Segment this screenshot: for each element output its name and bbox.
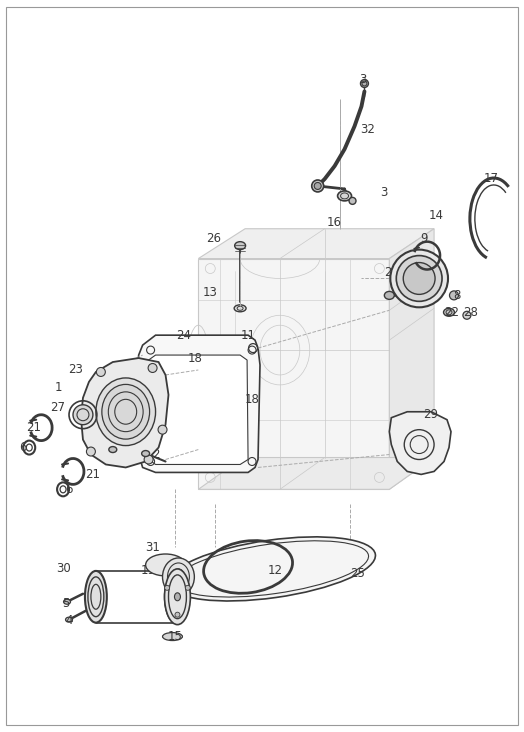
Text: 7: 7 bbox=[174, 580, 182, 594]
Text: 10: 10 bbox=[108, 441, 123, 454]
Ellipse shape bbox=[73, 405, 93, 425]
Text: 16: 16 bbox=[327, 216, 342, 229]
Ellipse shape bbox=[168, 537, 376, 601]
Ellipse shape bbox=[162, 558, 194, 596]
Ellipse shape bbox=[463, 311, 471, 319]
Polygon shape bbox=[199, 258, 389, 490]
Text: 3: 3 bbox=[359, 73, 366, 86]
Text: 20: 20 bbox=[384, 266, 399, 279]
Polygon shape bbox=[199, 458, 434, 490]
Text: 19: 19 bbox=[141, 564, 156, 578]
Ellipse shape bbox=[141, 451, 149, 457]
Ellipse shape bbox=[109, 447, 117, 452]
Ellipse shape bbox=[396, 255, 442, 302]
Ellipse shape bbox=[144, 455, 153, 464]
Text: 24: 24 bbox=[176, 329, 191, 342]
Text: 28: 28 bbox=[463, 306, 478, 319]
Text: 26: 26 bbox=[206, 232, 221, 245]
Polygon shape bbox=[389, 228, 434, 490]
Text: 30: 30 bbox=[56, 562, 70, 575]
Ellipse shape bbox=[148, 364, 157, 373]
Text: 4: 4 bbox=[66, 614, 73, 627]
Ellipse shape bbox=[235, 242, 246, 250]
Ellipse shape bbox=[175, 612, 180, 617]
Text: 13: 13 bbox=[203, 286, 217, 299]
Ellipse shape bbox=[102, 384, 149, 439]
Ellipse shape bbox=[403, 290, 412, 297]
Ellipse shape bbox=[165, 586, 170, 590]
Ellipse shape bbox=[443, 308, 454, 316]
Text: 15: 15 bbox=[168, 630, 183, 643]
Ellipse shape bbox=[174, 593, 180, 601]
Ellipse shape bbox=[362, 81, 367, 86]
Ellipse shape bbox=[390, 250, 448, 307]
Text: 9: 9 bbox=[420, 232, 428, 245]
Text: 29: 29 bbox=[423, 408, 439, 421]
Polygon shape bbox=[147, 355, 248, 465]
Ellipse shape bbox=[312, 180, 324, 192]
Text: 18: 18 bbox=[245, 393, 259, 406]
Ellipse shape bbox=[165, 569, 190, 624]
Text: 21: 21 bbox=[26, 421, 41, 434]
Ellipse shape bbox=[165, 571, 187, 623]
Ellipse shape bbox=[96, 367, 105, 376]
Text: 11: 11 bbox=[241, 329, 256, 342]
Text: 14: 14 bbox=[429, 209, 444, 223]
Text: 6: 6 bbox=[66, 483, 73, 496]
Text: 1: 1 bbox=[54, 381, 62, 395]
Ellipse shape bbox=[450, 291, 458, 300]
Ellipse shape bbox=[349, 198, 356, 204]
Text: 25: 25 bbox=[350, 567, 365, 580]
Ellipse shape bbox=[146, 554, 185, 576]
Text: 23: 23 bbox=[69, 364, 83, 376]
Text: 5: 5 bbox=[62, 597, 70, 610]
Polygon shape bbox=[389, 412, 451, 474]
Ellipse shape bbox=[403, 263, 435, 294]
Text: 8: 8 bbox=[453, 289, 461, 302]
Ellipse shape bbox=[162, 632, 182, 640]
Text: 27: 27 bbox=[51, 401, 66, 414]
Ellipse shape bbox=[234, 305, 246, 312]
Ellipse shape bbox=[86, 447, 95, 456]
Text: 2: 2 bbox=[152, 448, 159, 461]
Ellipse shape bbox=[361, 80, 368, 88]
Text: 31: 31 bbox=[145, 540, 160, 553]
Ellipse shape bbox=[384, 291, 394, 299]
Polygon shape bbox=[136, 335, 260, 472]
Text: 32: 32 bbox=[360, 123, 375, 135]
Ellipse shape bbox=[96, 378, 156, 446]
Polygon shape bbox=[81, 358, 169, 468]
Ellipse shape bbox=[158, 425, 167, 434]
Ellipse shape bbox=[314, 182, 321, 190]
Text: 6: 6 bbox=[19, 441, 27, 454]
Polygon shape bbox=[199, 228, 434, 258]
Ellipse shape bbox=[185, 586, 190, 590]
Text: 12: 12 bbox=[267, 564, 282, 578]
Ellipse shape bbox=[337, 191, 352, 201]
Text: 21: 21 bbox=[85, 468, 101, 481]
Text: 3: 3 bbox=[380, 187, 388, 199]
Ellipse shape bbox=[85, 571, 107, 623]
Ellipse shape bbox=[63, 600, 71, 604]
Ellipse shape bbox=[66, 617, 72, 622]
Text: 22: 22 bbox=[444, 306, 460, 319]
Text: 17: 17 bbox=[483, 173, 498, 185]
Text: 18: 18 bbox=[188, 351, 203, 365]
